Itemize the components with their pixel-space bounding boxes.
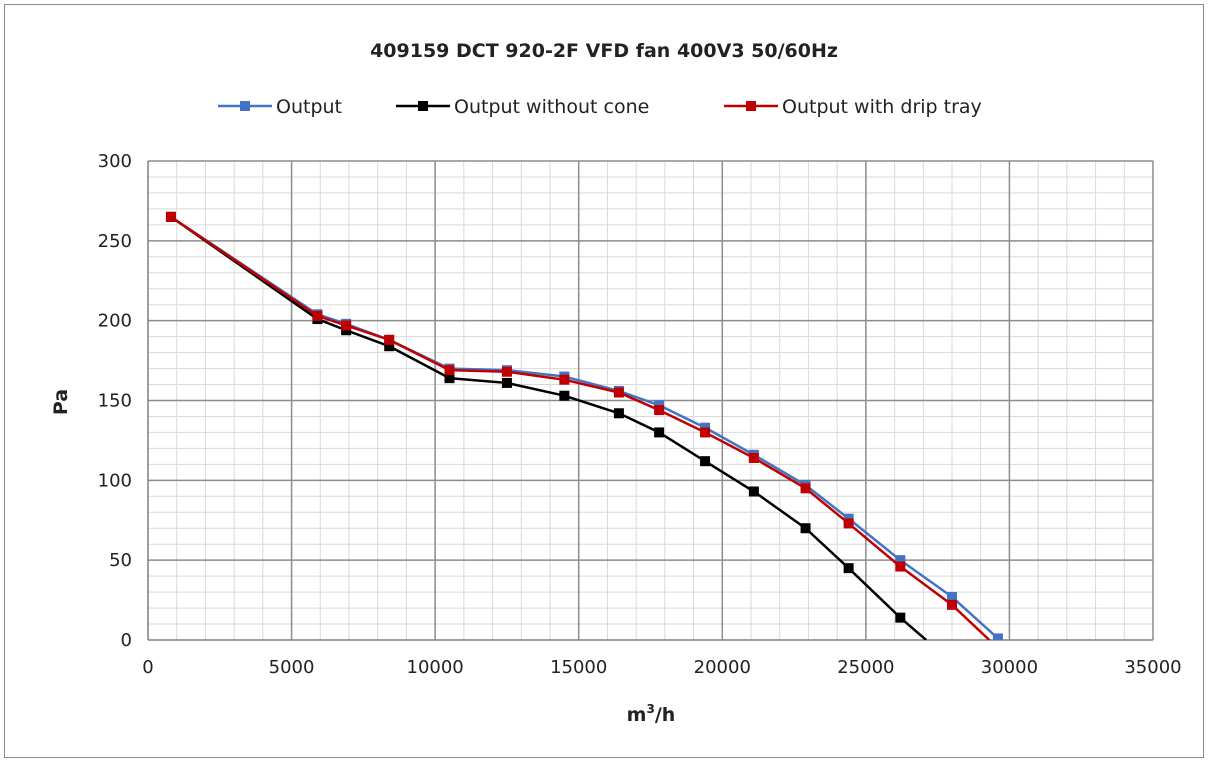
series-group <box>165 211 1003 640</box>
y-axis-label: Pa <box>50 389 72 415</box>
data-point <box>559 374 570 385</box>
data-point <box>748 486 759 497</box>
data-point <box>895 612 906 623</box>
data-point <box>654 427 665 438</box>
legend-label: Output without cone <box>454 96 649 118</box>
y-tick-label: 150 <box>98 391 132 412</box>
x-tick-label: 20000 <box>694 657 751 678</box>
x-axis-label-tail: /h <box>655 704 675 726</box>
data-point <box>895 561 906 572</box>
y-tick-label: 50 <box>109 550 132 571</box>
data-point <box>843 563 854 574</box>
data-point <box>613 387 624 398</box>
x-tick-label: 15000 <box>550 657 607 678</box>
data-point <box>947 591 957 602</box>
chart-frame <box>4 4 1204 758</box>
y-tick-label: 100 <box>98 470 132 491</box>
data-point <box>800 523 811 534</box>
chart-title: 409159 DCT 920-2F VFD fan 400V3 50/60Hz <box>370 40 838 62</box>
legend-item: Output <box>218 96 342 118</box>
legend-item: Output with drip tray <box>724 96 982 118</box>
legend-label: Output <box>276 96 342 118</box>
x-tick-labels: 0 5000 10000 15000 20000 25000 30000 35000 <box>142 657 1181 678</box>
data-point <box>444 373 455 384</box>
data-point <box>748 452 759 463</box>
y-tick-label: 300 <box>98 151 132 172</box>
data-point <box>384 341 395 352</box>
x-tick-label: 0 <box>142 657 153 678</box>
data-point <box>700 456 711 467</box>
series-line <box>170 215 999 640</box>
data-point <box>341 320 352 331</box>
data-point <box>800 483 811 494</box>
legend: Output Output without cone Output with dri… <box>218 96 982 118</box>
data-point <box>559 390 570 401</box>
data-point <box>501 366 512 377</box>
x-tick-label: 5000 <box>269 657 315 678</box>
data-point <box>165 211 176 222</box>
data-point <box>654 405 665 416</box>
x-tick-label: 30000 <box>981 657 1038 678</box>
legend-swatch-marker <box>240 101 250 111</box>
x-axis-label: m3/h <box>627 702 676 726</box>
series-2 <box>165 211 991 640</box>
x-axis-label-base: m <box>627 704 647 726</box>
x-tick-label: 10000 <box>407 657 464 678</box>
y-tick-label: 200 <box>98 311 132 332</box>
data-point <box>501 377 512 388</box>
y-tick-label: 0 <box>121 630 132 651</box>
data-point <box>384 334 395 345</box>
data-point <box>895 555 906 566</box>
data-point <box>700 427 711 438</box>
x-axis-label-superscript: 3 <box>646 702 654 716</box>
y-tick-labels: 0 50 100 150 200 250 300 <box>98 151 132 651</box>
axes <box>147 161 1153 641</box>
data-point <box>312 310 323 321</box>
legend-swatch-marker <box>746 101 756 111</box>
data-point <box>947 599 957 610</box>
data-point <box>992 633 1003 640</box>
data-point <box>613 408 624 419</box>
legend-label: Output with drip tray <box>782 96 982 118</box>
data-point <box>843 518 854 529</box>
x-tick-label: 35000 <box>1124 657 1181 678</box>
legend-item: Output without cone <box>396 96 649 118</box>
y-tick-label: 250 <box>98 231 132 252</box>
major-gridlines <box>148 160 1154 640</box>
data-point <box>444 365 455 376</box>
x-tick-label: 25000 <box>837 657 894 678</box>
series-line <box>170 215 991 640</box>
legend-swatch-marker <box>418 101 428 111</box>
